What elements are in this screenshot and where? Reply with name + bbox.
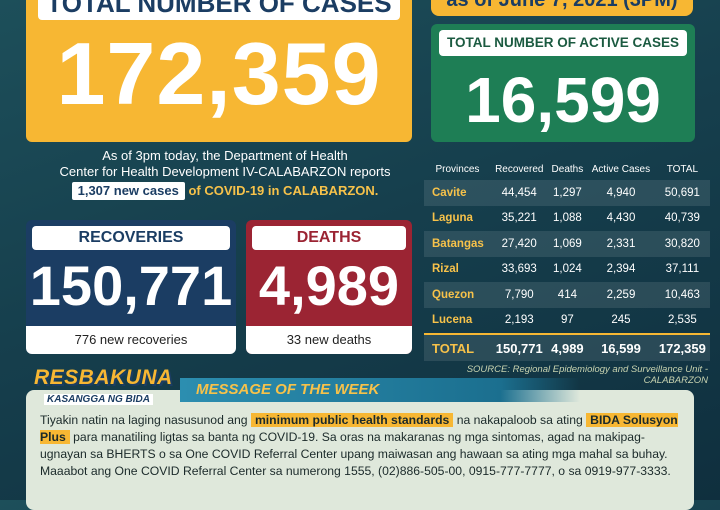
new-recoveries: 776 new recoveries	[26, 326, 236, 354]
col-active: Active Cases	[591, 163, 651, 175]
cell-recovered: 35,221	[501, 212, 537, 225]
source-note: SOURCE: Regional Epidemiology and Survei…	[466, 364, 708, 386]
cell-deaths: 97	[561, 314, 574, 327]
cell-total: 10,463	[654, 282, 710, 308]
province-name: Laguna	[432, 212, 473, 225]
logo-wordmark: RESBAKUNA	[34, 366, 173, 389]
message-title-bar: MESSAGE OF THE WEEK	[180, 378, 580, 402]
cell-deaths: 1,297	[547, 180, 588, 206]
col-deaths: Deaths	[551, 163, 584, 175]
total-recovered: 150,771	[490, 333, 548, 361]
deaths-value: 4,989	[258, 254, 400, 317]
total-cases-value: 172,359	[56, 24, 382, 123]
cell-deaths: 1,069	[547, 231, 588, 257]
cell-deaths: 1,024	[553, 263, 582, 276]
total-total: 172,359	[654, 333, 710, 361]
deaths-card: DEATHS 4,989 33 new deaths	[246, 220, 412, 354]
province-name: Rizal	[432, 263, 459, 276]
intro-line-2: Center for Health Development IV-CALABAR…	[59, 164, 391, 179]
new-deaths: 33 new deaths	[246, 326, 412, 354]
cell-recovered: 27,420	[490, 231, 548, 257]
table-row: Quezon 7,790 414 2,259 10,463	[424, 282, 710, 308]
total-cases-title: TOTAL NUMBER OF CASES	[38, 0, 400, 20]
resbakuna-logo: RESBAKUNA KASANGGA NG BIDA	[34, 366, 182, 410]
message-title: MESSAGE OF THE WEEK	[196, 381, 380, 398]
province-table: Provinces Recovered Deaths Active Cases …	[424, 158, 710, 361]
cell-active: 2,259	[587, 282, 655, 308]
active-cases-value: 16,599	[465, 64, 661, 136]
cell-active: 2,331	[587, 231, 655, 257]
intro-line-1: As of 3pm today, the Department of Healt…	[102, 148, 348, 163]
table-header-row: Provinces Recovered Deaths Active Cases …	[424, 158, 710, 180]
total-cases-card: TOTAL NUMBER OF CASES 172,359	[26, 0, 412, 142]
cell-recovered: 33,693	[501, 263, 537, 276]
table-row: Lucena 2,193 97 245 2,535	[424, 308, 710, 334]
new-cases-badge: 1,307 new cases	[71, 182, 185, 200]
cell-recovered: 44,454	[490, 180, 548, 206]
col-total: TOTAL	[666, 163, 699, 175]
message-part-1: Tiyakin natin na laging nasusunod ang	[40, 413, 248, 427]
cell-recovered: 7,790	[490, 282, 548, 308]
province-name: Lucena	[432, 314, 473, 327]
table-row: Laguna 35,221 1,088 4,430 40,739	[424, 206, 710, 232]
message-part-2: na nakapaloob sa ating	[456, 413, 583, 427]
intro-text: As of 3pm today, the Department of Healt…	[40, 148, 410, 200]
active-cases-card: TOTAL NUMBER OF ACTIVE CASES 16,599	[431, 24, 695, 142]
active-cases-title: TOTAL NUMBER OF ACTIVE CASES	[439, 30, 687, 56]
cell-total: 37,111	[665, 263, 700, 276]
cell-total: 30,820	[654, 231, 710, 257]
province-name: Cavite	[424, 180, 491, 206]
cell-deaths: 414	[547, 282, 588, 308]
recoveries-title: RECOVERIES	[32, 226, 230, 250]
message-box	[26, 390, 694, 510]
col-provinces: Provinces	[435, 163, 480, 175]
cell-active: 4,940	[587, 180, 655, 206]
cell-total: 2,535	[667, 314, 697, 327]
message-text: Tiyakin natin na laging nasusunod ang mi…	[40, 412, 680, 480]
highlight-health-standards: minimum public health standards	[250, 413, 454, 427]
cell-active: 4,430	[606, 212, 636, 225]
cell-active: 2,394	[606, 263, 636, 276]
recoveries-value: 150,771	[29, 254, 233, 317]
total-deaths: 4,989	[547, 333, 588, 361]
table-row: Cavite 44,454 1,297 4,940 50,691	[424, 180, 710, 206]
province-name: Batangas	[424, 231, 491, 257]
table-total-row: TOTAL 150,771 4,989 16,599 172,359	[424, 333, 710, 361]
cell-active: 245	[611, 314, 631, 327]
table-row: Batangas 27,420 1,069 2,331 30,820	[424, 231, 710, 257]
recoveries-card: RECOVERIES 150,771 776 new recoveries	[26, 220, 236, 354]
col-recovered: Recovered	[495, 163, 544, 175]
province-name: Quezon	[424, 282, 491, 308]
logo-tagline: KASANGGA NG BIDA	[44, 394, 153, 405]
message-part-3: para manatiling ligtas sa banta ng COVID…	[40, 430, 671, 478]
as-of-date: as of June 7, 2021 (3PM)	[431, 0, 693, 16]
intro-tail: of COVID-19 in CALABARZON.	[188, 183, 379, 198]
total-label: TOTAL	[424, 333, 491, 361]
deaths-title: DEATHS	[252, 226, 406, 250]
cell-recovered: 2,193	[504, 314, 534, 327]
total-active: 16,599	[587, 333, 655, 361]
table-row: Rizal 33,693 1,024 2,394 37,111	[424, 257, 710, 283]
cell-total: 50,691	[654, 180, 710, 206]
cell-total: 40,739	[664, 212, 700, 225]
cell-deaths: 1,088	[553, 212, 582, 225]
